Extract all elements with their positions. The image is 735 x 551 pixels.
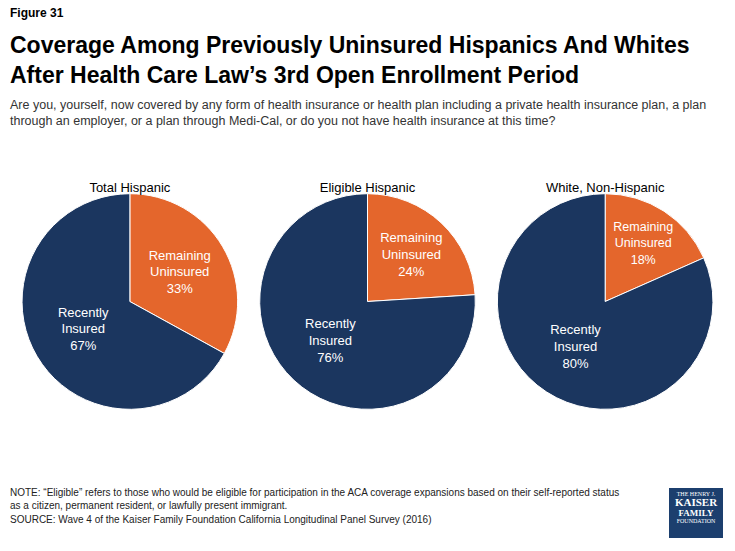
- html-text:FOUNDATION: FOUNDATION: [676, 518, 716, 525]
- html-text:KAISER: KAISER: [674, 496, 718, 509]
- html-text:Are you, yourself, now covered: Are you, yourself, now covered by any fo…: [10, 98, 707, 128]
- svg-text:Total Hispanic: Total Hispanic: [89, 180, 170, 195]
- html-text:Coverage Among Previously Unin: Coverage Among Previously Uninsured Hisp…: [10, 32, 690, 88]
- html-text:Figure 31: Figure 31: [10, 6, 64, 20]
- svg-text:RemainingUninsured33%: RemainingUninsured33%: [149, 248, 211, 297]
- html-text:FAMILY: FAMILY: [678, 507, 714, 518]
- svg-text:RecentlyInsured67%: RecentlyInsured67%: [58, 305, 109, 354]
- svg-text:Eligible Hispanic: Eligible Hispanic: [320, 180, 416, 195]
- svg-text:RemainingUninsured24%: RemainingUninsured24%: [380, 230, 442, 279]
- svg-text:RecentlyInsured76%: RecentlyInsured76%: [305, 316, 356, 365]
- html-text:THE HENRY J.: THE HENRY J.: [676, 491, 716, 497]
- svg-text:White, Non-Hispanic: White, Non-Hispanic: [546, 180, 665, 195]
- svg-text:RecentlyInsured80%: RecentlyInsured80%: [550, 322, 601, 371]
- html-text:SOURCE: Wave 4 of the Kaiser F: SOURCE: Wave 4 of the Kaiser Family Foun…: [10, 514, 432, 525]
- svg-text:RemainingUninsured18%: RemainingUninsured18%: [613, 220, 673, 267]
- html-text:NOTE: “Eligible” refers to tho: NOTE: “Eligible” refers to those who wou…: [10, 487, 620, 511]
